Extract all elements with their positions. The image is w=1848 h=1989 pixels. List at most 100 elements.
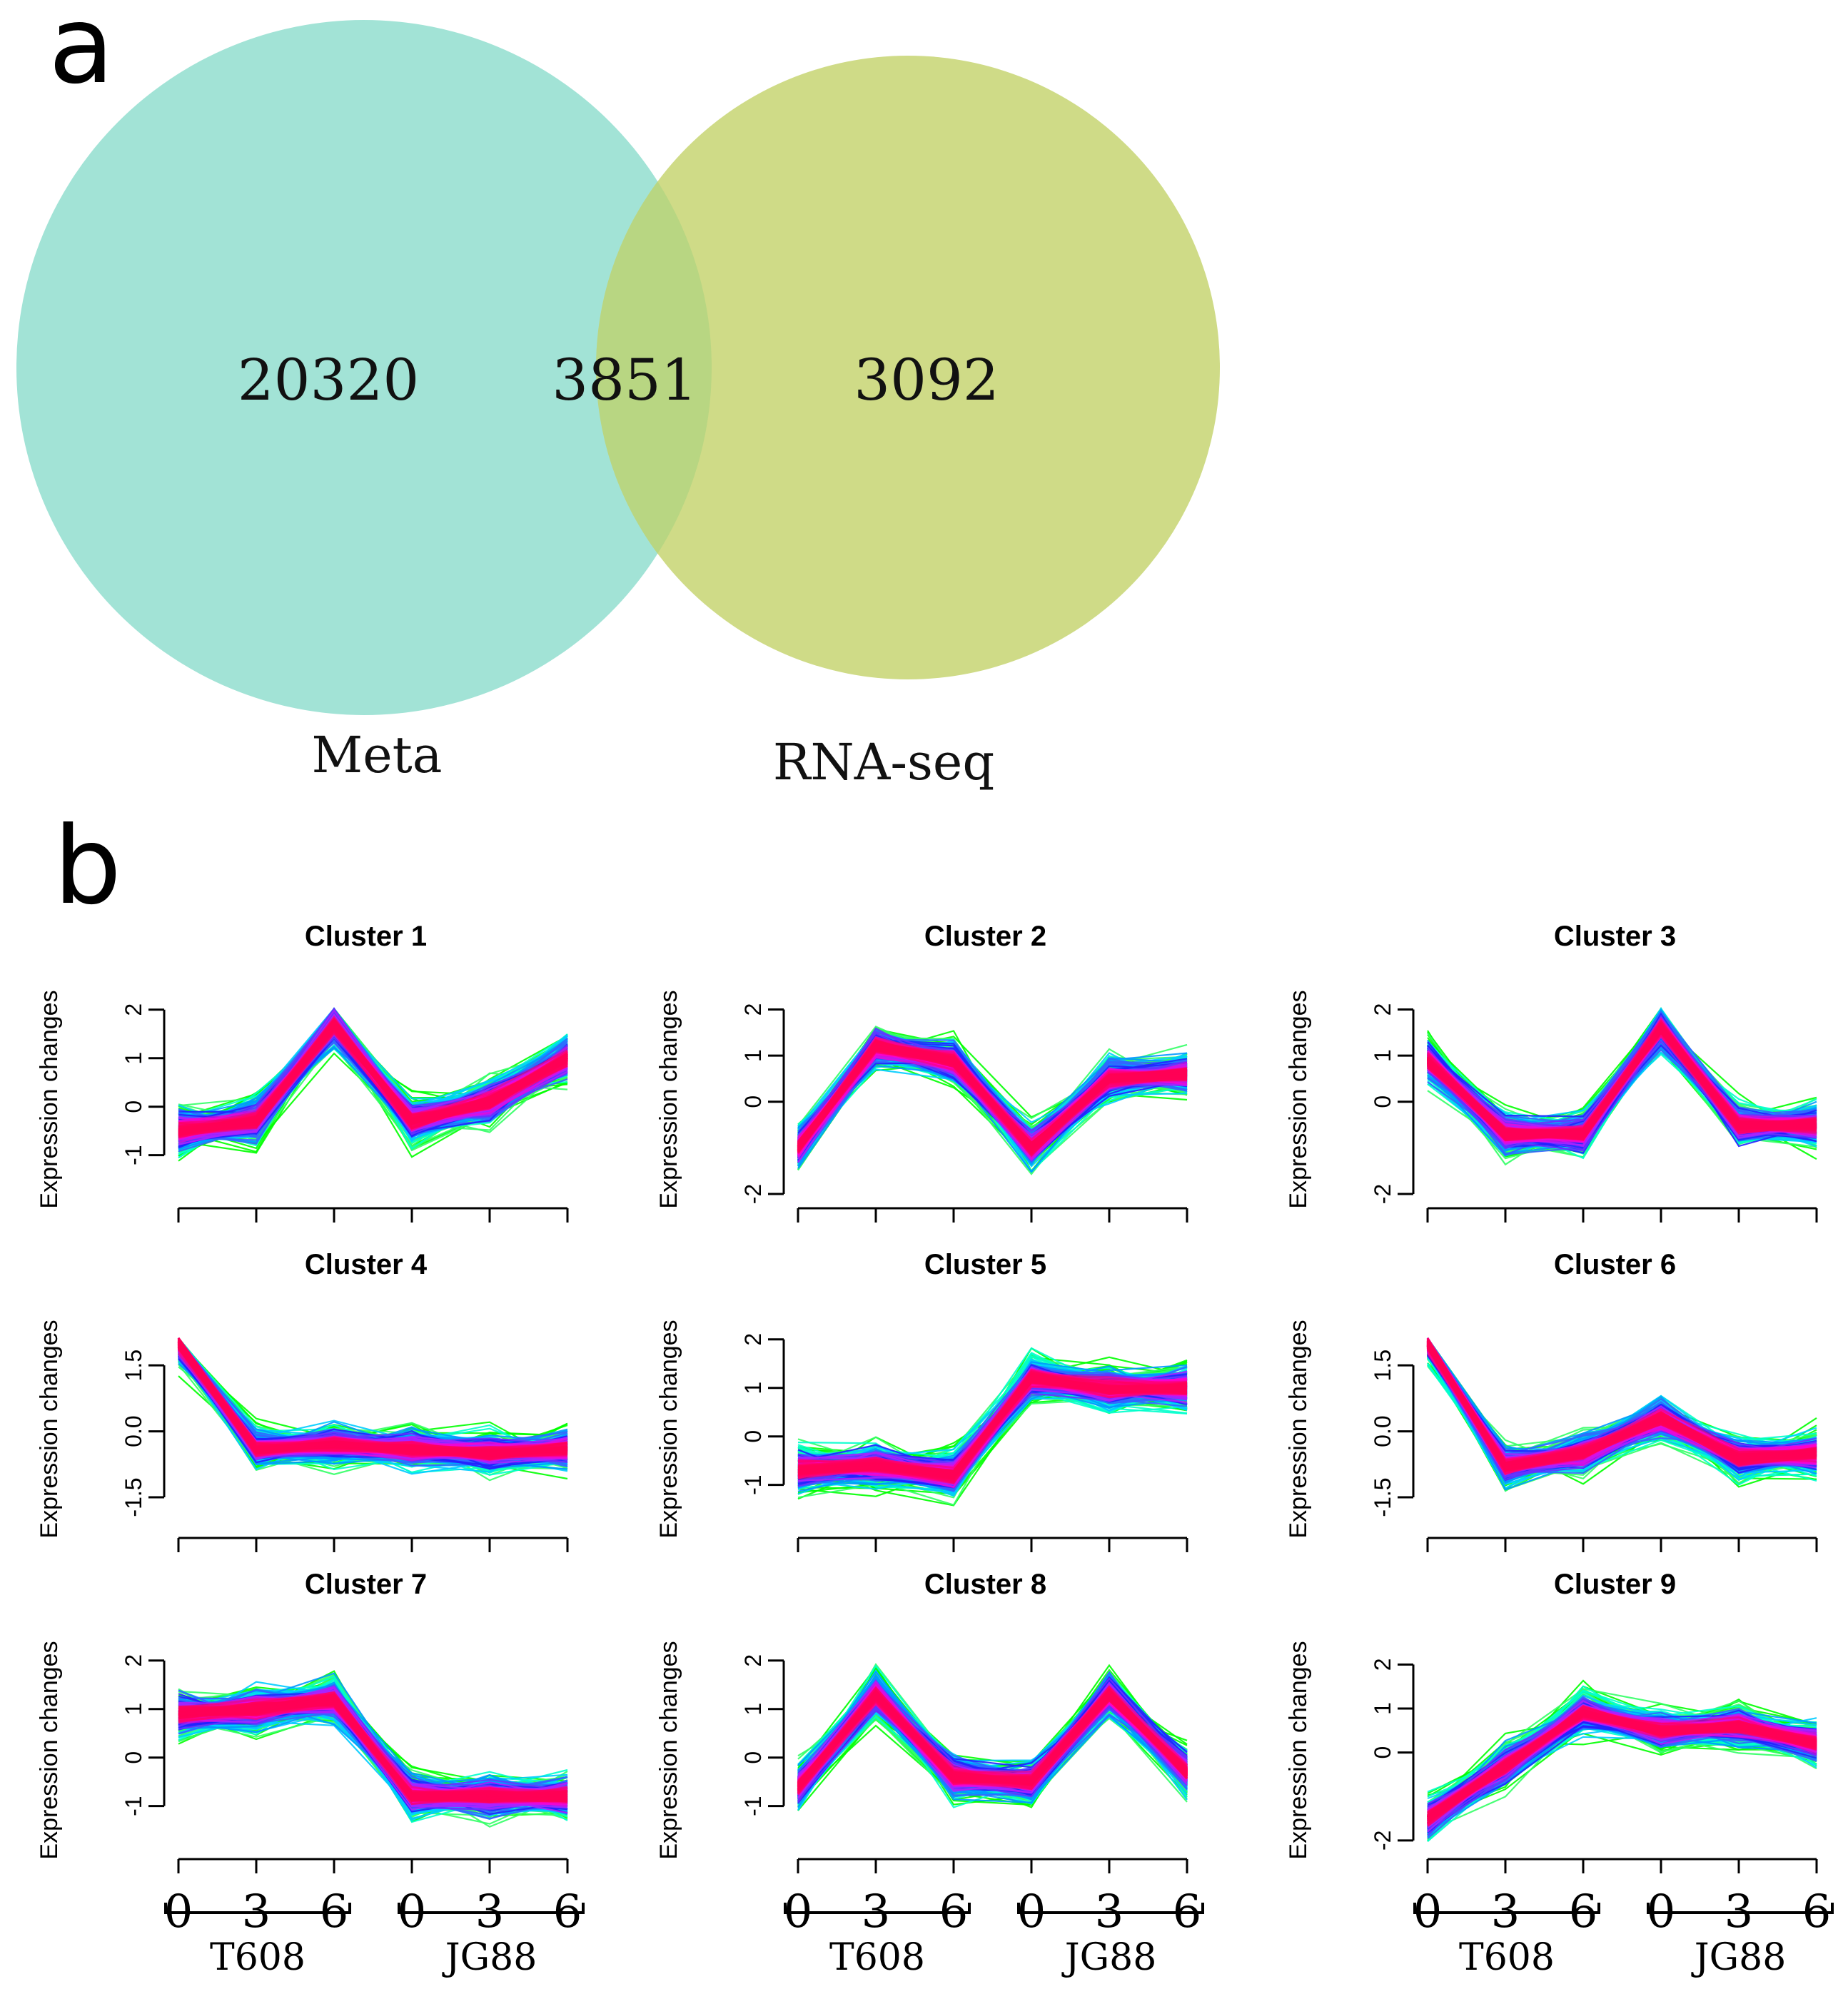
- expression-line: [797, 1041, 1188, 1148]
- y-tick-label: 1: [121, 1703, 146, 1716]
- y-tick-label: 1: [1370, 1049, 1395, 1062]
- expression-lines: [178, 1007, 568, 1162]
- y-tick-label: 2: [1370, 1658, 1395, 1671]
- y-tick-label: -1: [740, 1796, 766, 1816]
- group-bracket: [1017, 1903, 1204, 1914]
- y-tick-label: 0: [1370, 1095, 1395, 1108]
- expression-lines: [178, 1670, 568, 1828]
- y-axis-label: Expression changes: [655, 1320, 682, 1538]
- group-label: JG88: [1061, 1936, 1157, 1979]
- cluster-title: Cluster 4: [305, 1249, 428, 1280]
- y-tick-label: 0: [740, 1430, 766, 1443]
- expression-line: [178, 1702, 568, 1799]
- expression-lines: [1427, 1679, 1817, 1842]
- y-tick-label: 1: [740, 1703, 766, 1716]
- expression-line: [1426, 1029, 1817, 1136]
- cluster-title: Cluster 3: [1554, 921, 1676, 952]
- cluster-title: Cluster 6: [1554, 1249, 1676, 1280]
- cluster-panel-3: Cluster 3 Expression changes 2 1 0 -2: [1285, 921, 1818, 1223]
- expression-line: [177, 1340, 568, 1454]
- y-tick-label: 2: [1370, 1003, 1395, 1016]
- y-axis-label: Expression changes: [1285, 990, 1312, 1208]
- panel-label-a: a: [49, 0, 114, 108]
- expression-lines: [797, 1347, 1188, 1507]
- y-tick-label: 0: [740, 1095, 766, 1108]
- group-label: T608: [829, 1936, 925, 1979]
- y-axis-label: Expression changes: [36, 990, 63, 1208]
- expression-line: [1426, 1344, 1817, 1469]
- y-axis-label: Expression changes: [1285, 1641, 1312, 1859]
- group-bracket: [398, 1903, 585, 1914]
- venn-count-overlap: 3851: [552, 347, 697, 413]
- y-tick-label: 2: [121, 1003, 146, 1016]
- y-tick-label: 0: [740, 1751, 766, 1764]
- y-tick-label: 1: [740, 1049, 766, 1062]
- y-tick-label: -1: [121, 1796, 146, 1816]
- group-label: JG88: [1691, 1936, 1787, 1979]
- venn-count-rnaseq-only: 3092: [854, 347, 999, 413]
- y-tick-label: 2: [740, 1654, 766, 1667]
- panel-label-b: b: [54, 804, 121, 928]
- expression-line: [797, 1377, 1188, 1482]
- group-bracket: [784, 1903, 971, 1914]
- expression-line: [797, 1045, 1188, 1148]
- y-tick-label: -1.5: [1370, 1477, 1395, 1517]
- y-tick-label: 1: [740, 1382, 766, 1395]
- y-tick-label: 1.5: [1370, 1350, 1395, 1381]
- cluster-title: Cluster 7: [305, 1569, 427, 1600]
- expression-lines: [1426, 1007, 1817, 1166]
- venn-overlap-region: [595, 181, 712, 554]
- y-axis-label: Expression changes: [1285, 1320, 1312, 1538]
- cluster-title: Cluster 5: [924, 1249, 1046, 1280]
- cluster-title: Cluster 8: [924, 1569, 1046, 1600]
- group-bracket: [1647, 1903, 1834, 1914]
- y-tick-label: 2: [740, 1333, 766, 1346]
- venn-label-rnaseq: RNA-seq: [773, 733, 994, 791]
- expression-line: [178, 1695, 568, 1799]
- expression-lines: [1426, 1337, 1817, 1492]
- group-bracket: [1413, 1903, 1600, 1914]
- y-tick-label: 0: [121, 1100, 146, 1113]
- venn-circle-meta: [16, 20, 712, 715]
- cluster-panel-6: Cluster 6 Expression changes 1.5 0.0 -1.5: [1285, 1249, 1818, 1552]
- group-label: T608: [1459, 1936, 1555, 1979]
- expression-line: [1427, 1708, 1817, 1818]
- group-bracket: [164, 1903, 351, 1914]
- y-tick-label: -2: [1370, 1184, 1395, 1204]
- group-label: JG88: [442, 1936, 537, 1979]
- y-tick-label: -1.5: [121, 1477, 146, 1517]
- expression-lines: [177, 1337, 568, 1482]
- y-tick-label: -1: [121, 1145, 146, 1165]
- expression-lines: [797, 1026, 1188, 1175]
- group-label: T608: [210, 1936, 306, 1979]
- y-tick-label: -2: [1370, 1831, 1395, 1851]
- expression-lines: [797, 1663, 1188, 1811]
- y-axis-label: Expression changes: [655, 990, 682, 1208]
- venn-label-meta: Meta: [312, 726, 443, 784]
- y-tick-label: -2: [740, 1184, 766, 1204]
- y-tick-label: 2: [121, 1654, 146, 1667]
- expression-line: [178, 1018, 568, 1131]
- venn-count-meta-only: 20320: [238, 347, 420, 413]
- y-tick-label: 0: [121, 1751, 146, 1764]
- y-tick-label: 0.0: [121, 1415, 146, 1447]
- cluster-title: Cluster 9: [1554, 1569, 1676, 1600]
- expression-line: [797, 1689, 1188, 1788]
- y-axis-label: Expression changes: [655, 1641, 682, 1859]
- venn-diagram: 20320 3851 3092 Meta RNA-seq: [16, 20, 1220, 791]
- y-tick-label: 1: [1370, 1702, 1395, 1715]
- cluster-title: Cluster 2: [924, 921, 1046, 952]
- y-tick-label: 0.0: [1370, 1415, 1395, 1447]
- y-axis-label: Expression changes: [36, 1641, 63, 1859]
- y-axis-label: Expression changes: [36, 1320, 63, 1538]
- venn-circle-rnaseq: [596, 56, 1220, 679]
